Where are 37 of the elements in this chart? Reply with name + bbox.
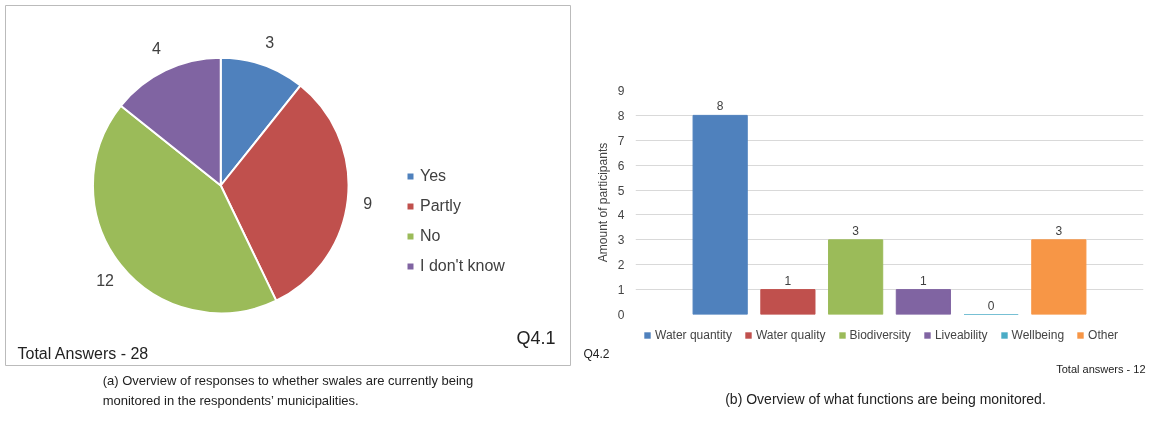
legend-label: Water quantity — [655, 328, 732, 342]
data-label: 8 — [716, 99, 724, 114]
data-label: 3 — [265, 33, 275, 51]
legend-label: Wellbeing — [1011, 328, 1065, 342]
data-label: 9 — [363, 194, 373, 212]
legend-label: Partly — [420, 197, 461, 215]
y-tick-label: 5 — [617, 183, 625, 198]
legend-label: Water quality — [755, 328, 826, 342]
data-label: 1 — [784, 273, 792, 288]
data-label: 1 — [920, 273, 928, 288]
data-label: 3 — [852, 223, 860, 238]
text: Q4.2 — [583, 346, 610, 361]
text: (a) Overview of responses to whether swales are currently being monitored in the respondents’ municipalities. — [102, 373, 474, 408]
legend-label: Other — [1088, 328, 1119, 342]
y-tick-label: 7 — [617, 133, 625, 148]
y-tick-label: 6 — [617, 158, 625, 173]
data-label: 0 — [987, 298, 995, 313]
text: Total Answers - 28 — [17, 344, 149, 362]
text: Q4.1 — [516, 327, 556, 348]
data-label: 4 — [152, 40, 162, 58]
data-label: 3 — [1055, 223, 1063, 238]
text: (b) Overview of what functions are being monitored. — [725, 390, 1046, 407]
data-label: 12 — [96, 272, 115, 290]
legend-label: Biodiversity — [849, 328, 911, 342]
legend-label: No — [420, 227, 441, 245]
legend-label: Yes — [420, 167, 447, 185]
y-tick-label: 4 — [617, 208, 625, 223]
y-tick-label: 2 — [617, 258, 625, 273]
legend-label: Liveability — [934, 328, 988, 342]
y-tick-label: 0 — [617, 308, 625, 322]
y-tick-label: 8 — [617, 108, 625, 123]
legend-label: I don't know — [420, 257, 505, 275]
text: Total answers - 12 — [1056, 362, 1146, 375]
y-axis-title: Amount of participants — [595, 142, 610, 263]
y-tick-label: 9 — [617, 84, 625, 98]
y-tick-label: 3 — [617, 233, 625, 248]
y-tick-label: 1 — [617, 283, 625, 298]
